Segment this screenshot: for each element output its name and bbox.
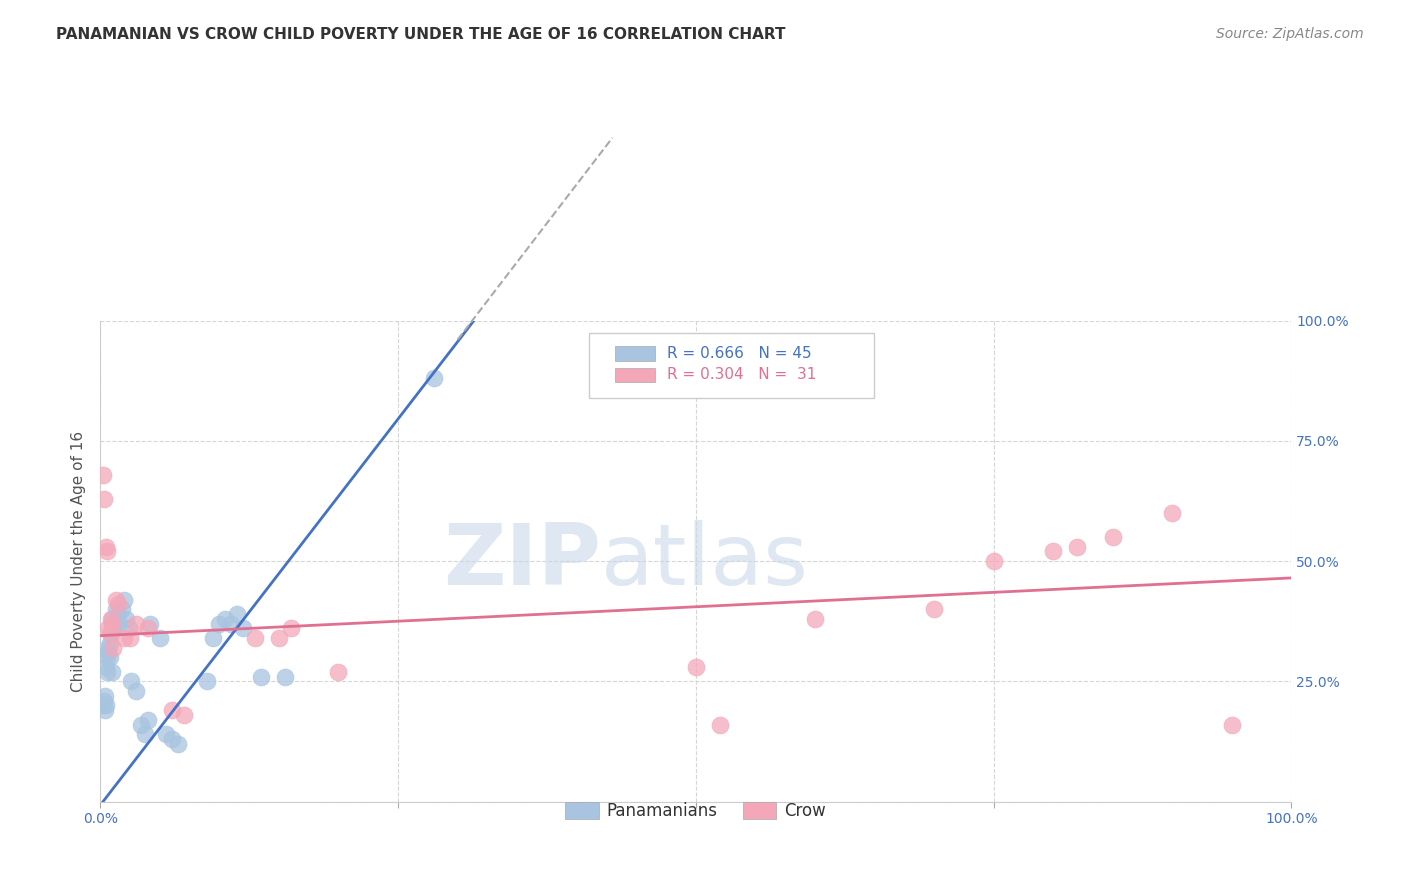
Point: [226, 607, 249, 621]
Point: [160, 732, 183, 747]
Point: [1066, 540, 1088, 554]
Point: [91, 467, 114, 482]
Point: [136, 622, 159, 636]
Point: [134, 727, 156, 741]
Point: [107, 598, 129, 612]
Point: [274, 669, 297, 683]
Point: [100, 612, 122, 626]
Point: [166, 737, 188, 751]
Point: [93, 491, 115, 506]
Point: [139, 616, 162, 631]
Point: [107, 607, 129, 621]
Point: [97, 645, 120, 659]
Point: [1161, 506, 1184, 520]
Point: [804, 612, 827, 626]
Legend: Panamanians, Crow: Panamanians, Crow: [558, 796, 832, 827]
Point: [155, 727, 177, 741]
Point: [214, 612, 236, 626]
Point: [94, 703, 117, 717]
Point: [97, 622, 120, 636]
Point: [103, 622, 125, 636]
Point: [101, 616, 124, 631]
Point: [125, 616, 148, 631]
Point: [97, 640, 120, 655]
Point: [243, 631, 266, 645]
Point: [112, 592, 135, 607]
Point: [96, 650, 118, 665]
Point: [1101, 530, 1123, 544]
Point: [1042, 544, 1064, 558]
Point: [104, 592, 127, 607]
Point: [1220, 717, 1243, 731]
FancyBboxPatch shape: [589, 333, 875, 398]
Point: [103, 640, 125, 655]
Point: [93, 693, 115, 707]
Point: [149, 631, 172, 645]
Point: [101, 665, 124, 679]
Point: [101, 612, 124, 626]
Point: [120, 674, 142, 689]
FancyBboxPatch shape: [614, 346, 655, 360]
Point: [98, 636, 121, 650]
Point: [219, 616, 242, 631]
Point: [280, 622, 302, 636]
Point: [983, 554, 1005, 568]
Point: [685, 660, 707, 674]
Point: [96, 665, 118, 679]
Point: [98, 626, 121, 640]
Point: [115, 612, 138, 626]
FancyBboxPatch shape: [614, 368, 655, 382]
Point: [112, 631, 135, 645]
Point: [118, 631, 141, 645]
Point: [202, 631, 225, 645]
Point: [208, 616, 231, 631]
Point: [108, 616, 131, 631]
Point: [125, 684, 148, 698]
Text: atlas: atlas: [600, 519, 808, 603]
Point: [103, 616, 125, 631]
Point: [136, 713, 159, 727]
Point: [250, 669, 273, 683]
Point: [94, 660, 117, 674]
Point: [96, 544, 118, 558]
Text: R = 0.304   N =  31: R = 0.304 N = 31: [666, 368, 817, 383]
Point: [173, 708, 195, 723]
Point: [94, 689, 117, 703]
Point: [232, 622, 254, 636]
Text: ZIP: ZIP: [443, 519, 600, 603]
Text: Source: ZipAtlas.com: Source: ZipAtlas.com: [1216, 27, 1364, 41]
Point: [94, 698, 117, 713]
Point: [328, 665, 350, 679]
Point: [129, 717, 152, 731]
Point: [195, 674, 218, 689]
Point: [110, 602, 132, 616]
Point: [104, 602, 127, 616]
Point: [94, 540, 117, 554]
Text: PANAMANIAN VS CROW CHILD POVERTY UNDER THE AGE OF 16 CORRELATION CHART: PANAMANIAN VS CROW CHILD POVERTY UNDER T…: [56, 27, 786, 42]
Text: R = 0.666   N = 45: R = 0.666 N = 45: [666, 346, 811, 360]
Point: [105, 612, 128, 626]
Point: [91, 698, 114, 713]
Point: [422, 371, 444, 385]
Point: [160, 703, 183, 717]
Point: [100, 626, 122, 640]
Point: [267, 631, 290, 645]
Point: [922, 602, 945, 616]
Point: [98, 650, 121, 665]
Point: [118, 622, 141, 636]
Y-axis label: Child Poverty Under the Age of 16: Child Poverty Under the Age of 16: [72, 431, 86, 691]
Point: [709, 717, 731, 731]
